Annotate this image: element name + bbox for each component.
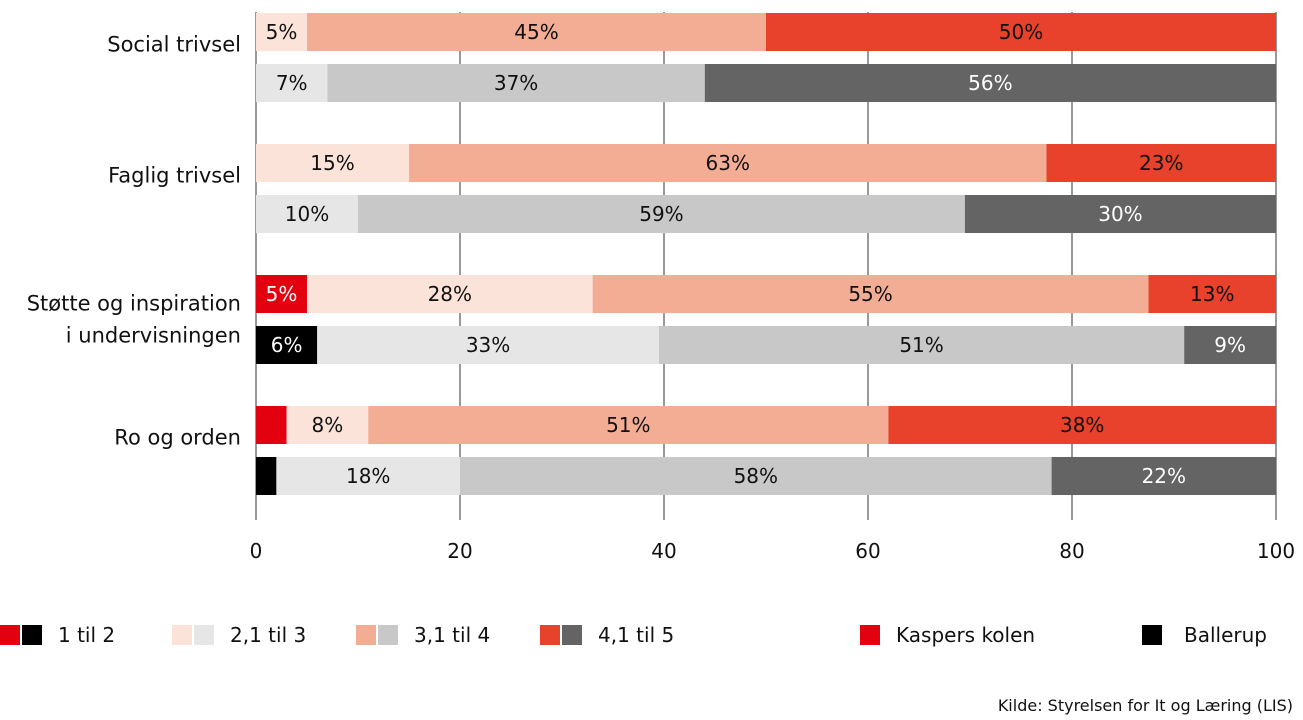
bar-segment [766,13,1276,51]
bar-value-label: 45% [514,20,558,44]
x-tick-label: 60 [855,539,880,563]
bar-segment [327,64,705,102]
bar-value-label: 7% [276,71,308,95]
bar-value-label: 33% [466,333,510,357]
category-labels: Social trivsel Faglig trivsel Støtte og in… [27,33,241,450]
bar-segment [256,326,318,364]
x-tick-label: 80 [1059,539,1084,563]
stacked-bar-chart: 5% 45% 50% 7% 37% 56% 15% 63% 23% 10% 59% 30% 5% 28% 5… [27,12,1295,563]
bar-segment [592,275,1149,313]
category-label: i undervisningen [66,324,241,348]
bar-segment [286,406,369,444]
x-tick-label: 40 [651,539,676,563]
legend-swatch-red [860,625,880,645]
bar-value-label: 22% [1142,464,1186,488]
legend-swatch-light-pink [172,625,192,645]
bar-segment [256,406,287,444]
bar-segment [256,457,277,495]
legend-swatch-red [0,625,20,645]
bar-segment [368,406,889,444]
bar-value-label: 8% [312,413,344,437]
bar-value-label: 30% [1098,202,1142,226]
legend-item-kaspers-kolen: Kaspers kolen [860,620,1035,650]
legend-item-3-1-til-4: 3,1 til 4 [356,620,490,650]
bar-segment [658,326,1185,364]
legend-label: Ballerup [1184,623,1267,647]
bar-value-label: 59% [639,202,683,226]
bar-value-label: 28% [428,282,472,306]
bar-value-label: 56% [968,71,1012,95]
bar-segment [307,13,766,51]
bar-segment [1046,144,1276,182]
bar-value-label: 38% [1060,413,1104,437]
category-label: Støtte og inspiration [27,292,241,316]
bar-segment [704,64,1276,102]
category-label: Social trivsel [107,33,241,57]
bar-segment [317,326,659,364]
legend-label: 3,1 til 4 [414,623,491,647]
bar-segment [256,275,307,313]
bar-segment [256,64,328,102]
legend-swatch-light-gray [194,625,214,645]
bar-value-label: 10% [285,202,329,226]
legend-swatch-gray [378,625,398,645]
legend-label: 4,1 til 5 [598,623,675,647]
bar-segment [256,13,307,51]
bar-value-label: 9% [1214,333,1246,357]
legend: 1 til 2 2,1 til 3 3,1 til 4 4,1 til 5 Ka… [0,620,1303,650]
bar-value-label: 23% [1139,151,1183,175]
bar-segment [358,195,965,233]
legend-item-1-til-2: 1 til 2 [0,620,115,650]
bar-segment [1148,275,1276,313]
x-axis-tick-labels: 0 20 40 60 80 100 [250,539,1295,563]
bar-segment [256,144,409,182]
legend-label: 1 til 2 [58,623,116,647]
bar-segment [276,457,460,495]
bar-value-label: 13% [1190,282,1234,306]
legend-item-ballerup: Ballerup [1142,620,1267,650]
bar-value-label: 51% [606,413,650,437]
bar-value-label: 5% [266,282,298,306]
bar-segment [460,457,1052,495]
category-label: Faglig trivsel [108,164,241,188]
legend-item-2-1-til-3: 2,1 til 3 [172,620,306,650]
bar-segment [409,144,1047,182]
legend-swatch-salmon [356,625,376,645]
bar-value-label: 15% [310,151,354,175]
bar-segment [307,275,593,313]
bar-segment [964,195,1276,233]
bar-value-label: 63% [706,151,750,175]
legend-item-4-1-til-5: 4,1 til 5 [540,620,674,650]
x-tick-label: 0 [250,539,263,563]
bar-value-label: 50% [999,20,1043,44]
bar-segment [256,195,358,233]
x-tick-label: 100 [1257,539,1295,563]
legend-swatch-black [1142,625,1162,645]
bar-segment [1051,457,1276,495]
legend-label: Kaspers kolen [896,623,1036,647]
bar-value-label: 5% [266,20,298,44]
bar-value-labels: 5% 45% 50% 7% 37% 56% 15% 63% 23% 10% 59% 30% 5% 28% 5… [266,20,1246,488]
bar-value-label: 58% [734,464,778,488]
category-label: Ro og orden [114,426,241,450]
bar-segment [888,406,1276,444]
bars [256,13,1276,495]
legend-swatch-orange-red [540,625,560,645]
bar-value-label: 55% [848,282,892,306]
legend-swatch-dark-gray [562,625,582,645]
bar-segment [1184,326,1276,364]
bar-value-label: 6% [271,333,303,357]
legend-label: 2,1 til 3 [230,623,307,647]
bar-value-label: 37% [494,71,538,95]
source-note: Kilde: Styrelsen for It og Læring (LIS) [997,696,1293,715]
x-tick-label: 20 [447,539,472,563]
bar-value-label: 51% [899,333,943,357]
legend-swatch-black [22,625,42,645]
bar-value-label: 18% [346,464,390,488]
